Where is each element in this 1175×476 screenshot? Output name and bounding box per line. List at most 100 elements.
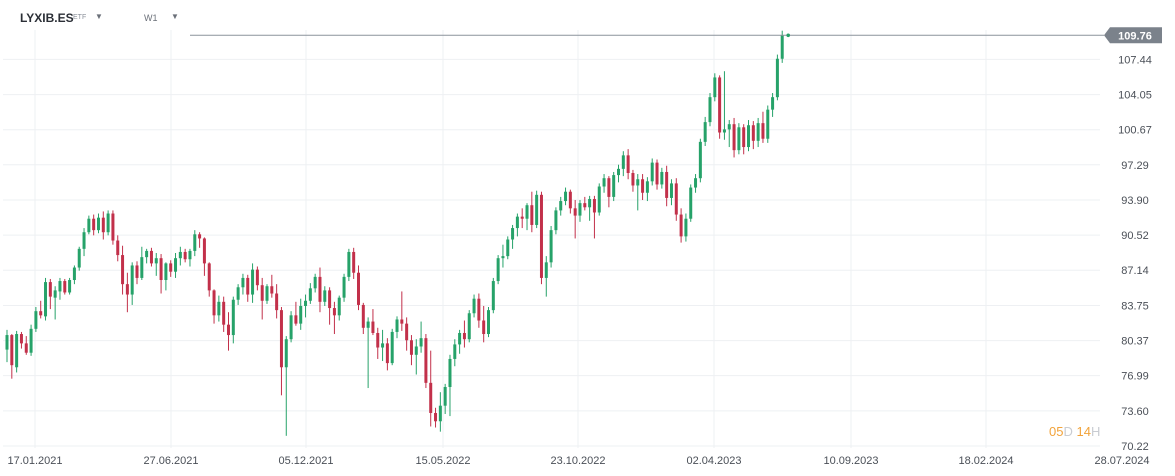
candle-body (602, 178, 606, 187)
candle (116, 235, 120, 262)
candle-body (530, 205, 534, 225)
x-tick-label: 15.05.2022 (415, 455, 470, 467)
candle-body (39, 311, 43, 316)
timeframe-dropdown-chevron-icon[interactable]: ▼ (171, 12, 179, 21)
candle-body (549, 230, 553, 263)
candle-body (299, 305, 303, 324)
candle (636, 174, 640, 211)
candle-body (780, 35, 784, 59)
candle (535, 190, 539, 229)
candle-body (246, 277, 250, 295)
candle-body (63, 281, 67, 293)
candle (356, 265, 360, 311)
candle-body (19, 334, 23, 344)
candle (689, 184, 693, 222)
candle-body (58, 281, 62, 292)
candle (520, 208, 524, 229)
candle-body (491, 281, 495, 311)
candle-body (414, 346, 418, 355)
candle-body (641, 179, 645, 193)
candle (125, 272, 129, 313)
candle-body (376, 332, 380, 348)
candle-body (159, 258, 163, 281)
candle (178, 246, 182, 266)
candle-body (106, 213, 110, 233)
candle-body (169, 263, 173, 272)
candle-body (732, 124, 736, 151)
candle-body (722, 129, 726, 133)
candle (530, 191, 534, 233)
candle (236, 284, 240, 305)
candle-body (313, 276, 317, 289)
x-tick-label: 28.07.2024 (1094, 455, 1149, 467)
candle-body (400, 319, 404, 324)
candle-body (429, 382, 433, 413)
candle (713, 73, 717, 102)
y-tick-label: 73.60 (1121, 406, 1149, 418)
candle (775, 54, 779, 101)
candle-body (116, 240, 120, 256)
candle-body (487, 310, 490, 335)
candle-body (125, 284, 129, 295)
symbol-dropdown-chevron-icon[interactable]: ▼ (95, 12, 103, 21)
candle (15, 330, 19, 373)
candle (708, 93, 712, 127)
candle (169, 260, 173, 277)
y-tick-label: 104.05 (1118, 90, 1152, 102)
candle-body (371, 321, 375, 333)
candle-body (308, 288, 312, 301)
candle-body (689, 187, 693, 219)
candle (337, 295, 341, 321)
candle-body (737, 127, 741, 151)
candle (5, 329, 9, 363)
candle-body (419, 338, 423, 347)
candle (448, 354, 452, 417)
candle-body (520, 216, 524, 219)
y-tick-label: 107.44 (1118, 54, 1152, 66)
timeframe-selector[interactable]: W1 (144, 13, 158, 23)
last-price-dot (786, 33, 791, 38)
candle (419, 321, 423, 353)
candle-body (655, 162, 659, 185)
candle (732, 117, 736, 158)
candle (111, 210, 115, 245)
candle (631, 169, 635, 192)
candle-body (101, 217, 105, 233)
candle-body (149, 250, 153, 264)
candle (453, 339, 457, 367)
candle-body (771, 97, 775, 110)
countdown-days-unit: D (1063, 424, 1073, 439)
candle-body (636, 179, 640, 186)
candle (44, 277, 48, 321)
candle (342, 273, 346, 302)
candle-body (650, 162, 654, 182)
y-axis: 107.44 104.05 100.67 97.29 93.90 90.52 87.14 83… (1118, 54, 1152, 453)
candle-body (174, 258, 178, 272)
candle-body (462, 332, 466, 340)
candle-body (626, 155, 630, 174)
candle-body (279, 310, 283, 368)
candle-body (29, 328, 33, 353)
candle (400, 291, 404, 331)
candle-body (766, 109, 770, 139)
candle-body (747, 125, 751, 148)
candle (231, 296, 235, 344)
candle-body (385, 343, 389, 364)
x-tick-label: 10.09.2023 (823, 455, 878, 467)
candle (747, 120, 751, 152)
candle-body (501, 256, 505, 259)
candle (780, 30, 784, 63)
candle (39, 300, 43, 319)
candle (751, 121, 755, 150)
candle (174, 252, 178, 278)
candle (222, 296, 226, 332)
candle (737, 123, 741, 155)
candle (318, 267, 322, 313)
candle-body (645, 181, 649, 193)
candle (121, 245, 125, 295)
candle (332, 301, 336, 335)
candle (101, 211, 105, 240)
candle-body (294, 315, 298, 324)
candle (650, 158, 654, 186)
symbol-label[interactable]: LYXIB.ES (20, 11, 74, 25)
